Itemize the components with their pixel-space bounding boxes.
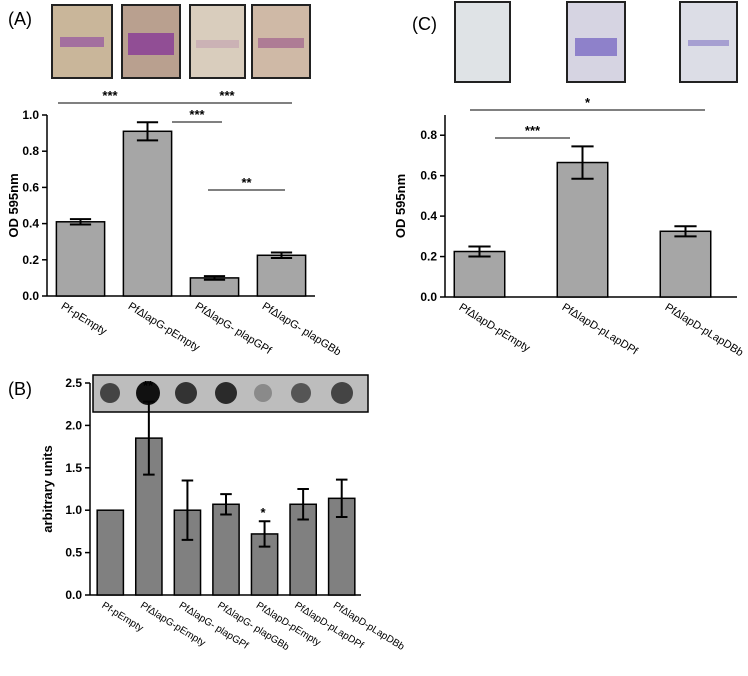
significance-label: ***: [219, 88, 235, 103]
error-bar: [220, 493, 232, 516]
error-bar: [136, 121, 159, 142]
dot-blot: [92, 374, 369, 413]
error-bar: [674, 225, 697, 238]
bar: [659, 230, 712, 298]
significance-label: **: [143, 378, 154, 393]
x-tick-label: PfΔlapG- plapGBb: [260, 300, 343, 358]
bar: [256, 254, 307, 297]
x-tick-label: PfΔlapG- plapGPf: [177, 600, 250, 652]
error-bar: [335, 478, 348, 518]
x-tick-label: PfΔlapG-pEmpty: [138, 600, 207, 649]
significance-label: *: [585, 95, 591, 110]
significance-label: *: [260, 505, 266, 520]
significance-label: ***: [525, 123, 541, 138]
y-tick-label: 1.5: [65, 461, 82, 475]
y-tick-label: 0.2: [420, 250, 437, 264]
error-bar: [69, 218, 92, 226]
y-tick-label: 0.4: [420, 209, 437, 223]
significance-label: ***: [102, 88, 118, 103]
bar: [122, 130, 173, 297]
y-tick-label: 0.8: [22, 144, 39, 158]
photos-a: [51, 4, 311, 79]
y-tick-label: 0.4: [22, 217, 39, 231]
y-tick-label: 1.0: [22, 108, 39, 122]
y-tick-label: 0.5: [65, 546, 82, 560]
bar: [55, 221, 106, 297]
panel-label: (A): [8, 9, 32, 29]
error-bar: [181, 479, 194, 541]
x-tick-label: PfΔlapG-pEmpty: [126, 300, 202, 354]
y-tick-label: 0.6: [420, 169, 437, 183]
y-axis-title: OD 595nm: [393, 174, 408, 238]
y-tick-label: 1.0: [65, 503, 82, 517]
bar: [556, 161, 609, 298]
y-tick-label: 0.0: [22, 289, 39, 303]
error-bar: [143, 400, 155, 476]
x-tick-label: PfΔlapD-pLapDBb: [663, 301, 746, 359]
significance-label: ***: [189, 107, 205, 122]
y-tick-label: 0.6: [22, 180, 39, 194]
x-tick-label: Pf-pEmpty: [100, 600, 145, 634]
error-bar: [270, 251, 293, 259]
significance-label: **: [241, 175, 252, 190]
x-tick-label: PfΔlapD-pLapDPf: [292, 600, 365, 651]
x-tick-label: PfΔlapD-pLapDPf: [560, 301, 641, 358]
photos-c: [454, 1, 738, 83]
error-bar: [571, 145, 594, 180]
y-tick-label: 0.2: [22, 253, 39, 267]
y-axis-title: OD 595nm: [6, 173, 21, 237]
error-bar: [203, 275, 226, 281]
error-bar: [258, 520, 271, 548]
y-tick-label: 0.0: [65, 588, 82, 602]
y-tick-label: 2.0: [65, 418, 82, 432]
y-tick-label: 0.8: [420, 128, 437, 142]
bar: [212, 503, 240, 596]
error-bar: [468, 245, 491, 258]
y-tick-label: 0.0: [420, 290, 437, 304]
panel-label: (C): [412, 14, 437, 34]
y-axis-title: arbitrary units: [40, 445, 55, 532]
x-tick-label: PfΔlapD-pEmpty: [457, 301, 533, 355]
bar: [453, 250, 506, 298]
y-tick-label: 2.5: [65, 376, 82, 390]
x-tick-label: Pf-pEmpty: [59, 300, 109, 338]
panel-label: (B): [8, 379, 32, 399]
bar: [96, 509, 125, 596]
error-bar: [297, 488, 309, 521]
